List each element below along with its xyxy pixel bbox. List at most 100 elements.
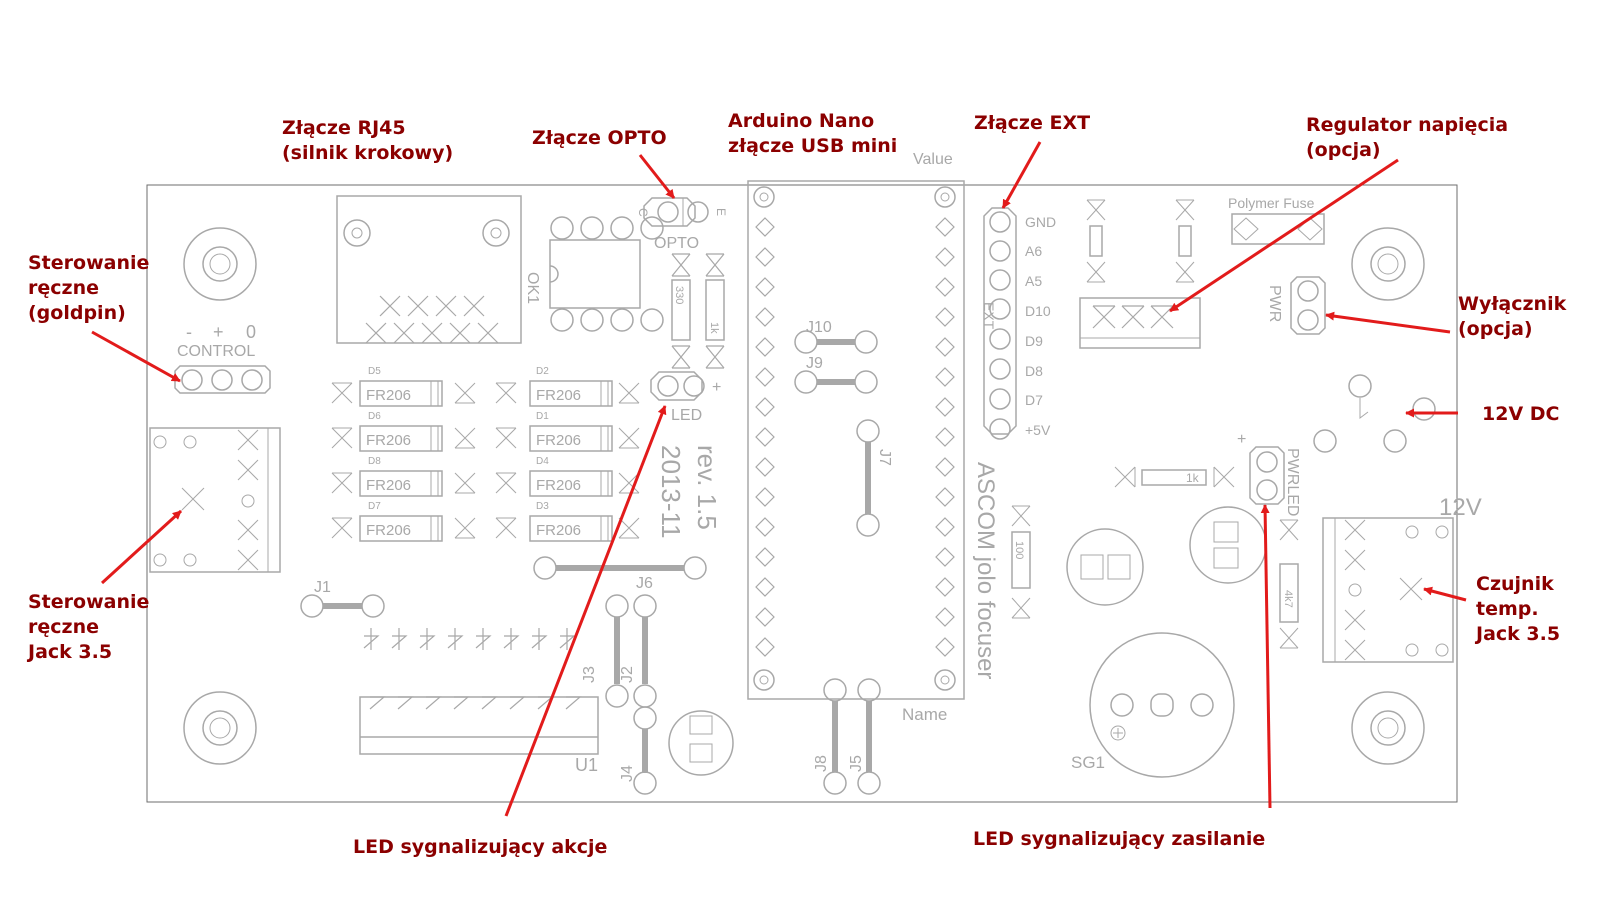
mounting-holes xyxy=(183,227,1425,765)
callout-temp-line1: Czujnik xyxy=(1476,573,1554,595)
callout-led-action: LED sygnalizujący akcje xyxy=(353,836,607,858)
svg-text:(opcja): (opcja) xyxy=(1306,139,1381,161)
control-pin-zero: 0 xyxy=(246,322,256,342)
svg-text:Jack 3.5: Jack 3.5 xyxy=(26,641,112,663)
diode-ref-d1: D1 xyxy=(536,411,549,422)
j-jumpers-left: J6 J3 J2 J4 xyxy=(581,575,657,795)
diode-ref-d8: D8 xyxy=(368,456,381,467)
svg-text:Wyłącznik: Wyłącznik xyxy=(1458,293,1567,315)
revision-label: rev. 1.5 xyxy=(692,445,722,530)
nano-left-pin-row xyxy=(755,217,775,657)
svg-text:ręczne: ręczne xyxy=(28,616,99,638)
resistor-4k7: 4k7 xyxy=(1279,519,1299,649)
arrow-goldpin xyxy=(91,330,181,383)
value-label: Value xyxy=(913,151,953,168)
callout-rj45-line1: Złącze RJ45 xyxy=(282,117,406,139)
callout-manual-goldpin: Sterowanie ręczne (goldpin) xyxy=(28,252,149,324)
callout-12v-dc: 12V DC xyxy=(1482,403,1559,425)
diode-ref-d6: D6 xyxy=(368,411,381,422)
opto-header: C E OPTO xyxy=(636,197,728,252)
callout-arrows xyxy=(91,141,1467,817)
led-plus-label: + xyxy=(712,379,721,396)
pwrled-plus-label: + xyxy=(1237,431,1246,448)
j5-label: J5 xyxy=(848,755,865,772)
ext-pin-a6: A6 xyxy=(1025,243,1042,259)
ok1-optocoupler: OK1 xyxy=(524,216,664,332)
diode-d2-label: FR206 xyxy=(536,387,581,404)
j9-label: J9 xyxy=(806,355,823,372)
callout-jack-line3: Jack 3.5 xyxy=(26,641,112,663)
callout-arduino: Arduino Nano złącze USB mini xyxy=(728,110,897,157)
diode-d1-label: FR206 xyxy=(536,432,581,449)
diode-d7-label: FR206 xyxy=(366,522,411,539)
led-header: + LED xyxy=(650,371,721,424)
diode-d3-label: FR206 xyxy=(536,522,581,539)
ext-pin-d10: D10 xyxy=(1025,303,1051,319)
led-label: LED xyxy=(671,407,702,424)
control-pin-minus: - xyxy=(186,322,192,342)
u1-driver: U1 xyxy=(359,628,599,775)
callout-manual-jack: Sterowanie ręczne Jack 3.5 xyxy=(26,591,149,663)
ok1-label: OK1 xyxy=(524,272,541,304)
resistor-330: 330 xyxy=(671,253,691,369)
arrow-led-action xyxy=(504,405,667,817)
diode-jumper-wire xyxy=(533,556,707,580)
opto-label: OPTO xyxy=(654,235,699,252)
resistor-4k7-label: 4k7 xyxy=(1282,590,1294,608)
callout-led-power-line1: LED sygnalizujący zasilanie xyxy=(973,828,1265,850)
diodes-left-column: D5 FR206 D6 FR206 D8 FR206 D7 FR206 xyxy=(331,366,476,542)
name-label: Name xyxy=(902,705,947,724)
mounting-hole-bottom-left xyxy=(183,691,257,765)
capacitor-small xyxy=(668,710,734,776)
svg-text:Złącze EXT: Złącze EXT xyxy=(974,112,1090,134)
ext-pin-d9: D9 xyxy=(1025,333,1043,349)
resistors-top-right xyxy=(1086,199,1195,283)
mounting-hole-top-left xyxy=(183,227,257,301)
svg-text:Sterowanie: Sterowanie xyxy=(28,591,149,613)
diodes-right-column: D2 FR206 D1 FR206 D4 FR206 D3 FR206 xyxy=(495,366,640,542)
callout-rj45-line2: (silnik krokowy) xyxy=(282,142,453,164)
svg-text:Regulator napięcia: Regulator napięcia xyxy=(1306,114,1508,136)
callout-12v-line1: 12V DC xyxy=(1482,403,1559,425)
callout-regulator-line1: Regulator napięcia xyxy=(1306,114,1508,136)
opto-e-label: E xyxy=(714,208,728,216)
j3-label: J3 xyxy=(581,666,598,683)
resistor-1k-power: 1k xyxy=(1114,466,1235,488)
svg-text:ręczne: ręczne xyxy=(28,277,99,299)
diode-ref-d3: D3 xyxy=(536,501,549,512)
u1-label: U1 xyxy=(575,755,598,775)
arrow-switch xyxy=(1325,311,1451,334)
resistor-1k-power-label: 1k xyxy=(1186,471,1200,485)
resistor-100-label: 100 xyxy=(1013,541,1025,559)
arrow-temp xyxy=(1423,586,1467,602)
callout-arduino-line2: złącze USB mini xyxy=(728,135,897,157)
callout-jack-line2: ręczne xyxy=(28,616,99,638)
ext-label: EXT xyxy=(981,302,997,330)
resistor-330-label: 330 xyxy=(673,286,685,304)
callout-switch-line2: (opcja) xyxy=(1458,318,1533,340)
polyfuse-label: Polymer Fuse xyxy=(1228,195,1315,211)
ext-pin-a5: A5 xyxy=(1025,273,1042,289)
buzzer-sg1: SG1 xyxy=(1071,632,1235,778)
diode-d4-label: FR206 xyxy=(536,477,581,494)
mounting-hole-bottom-right xyxy=(1351,691,1425,765)
svg-text:(goldpin): (goldpin) xyxy=(28,302,126,324)
pwrled-header: + PWRLED xyxy=(1237,431,1301,516)
callout-goldpin-line2: ręczne xyxy=(28,277,99,299)
svg-text:LED sygnalizujący akcje: LED sygnalizujący akcje xyxy=(353,836,607,858)
control-label: CONTROL xyxy=(177,343,255,360)
j1-label: J1 xyxy=(314,579,331,596)
callout-goldpin-line3: (goldpin) xyxy=(28,302,126,324)
arrow-manual-jack xyxy=(100,509,183,585)
callout-switch-line1: Wyłącznik xyxy=(1458,293,1567,315)
rj45-connector xyxy=(336,195,522,344)
ext-pin-d8: D8 xyxy=(1025,363,1043,379)
callout-regulator: Regulator napięcia (opcja) xyxy=(1306,114,1508,161)
diode-d5-label: FR206 xyxy=(366,387,411,404)
pwr-switch-header: PWR xyxy=(1266,276,1326,335)
ext-pin-d7: D7 xyxy=(1025,392,1043,408)
ascom-title: ASCOM jolo focuser xyxy=(972,462,999,679)
diode-d8-label: FR206 xyxy=(366,477,411,494)
callout-led-power: LED sygnalizujący zasilanie xyxy=(973,828,1265,850)
